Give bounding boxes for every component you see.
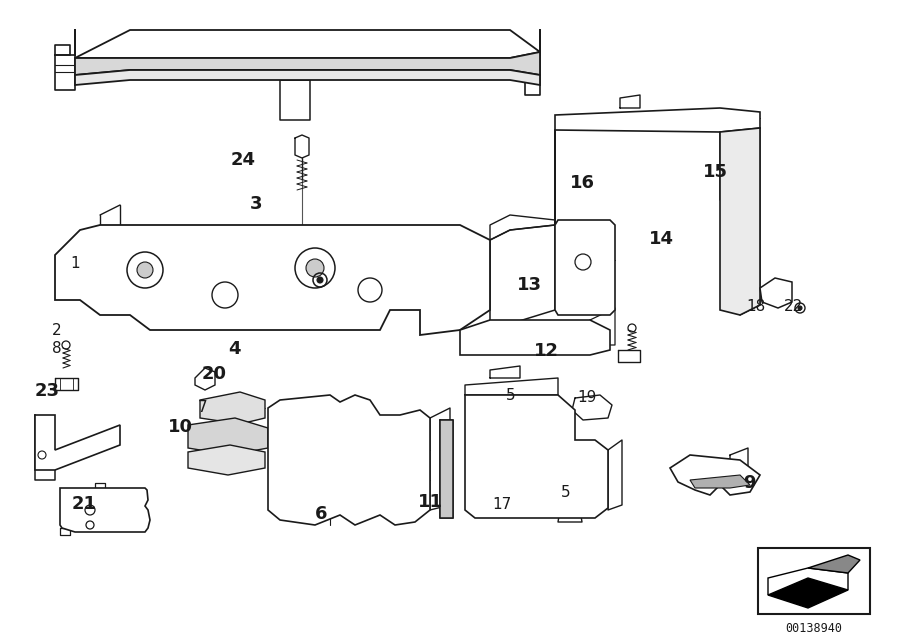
Text: 5: 5 bbox=[561, 485, 570, 501]
Text: 8: 8 bbox=[52, 341, 61, 356]
Bar bbox=[758, 548, 870, 614]
Text: 1: 1 bbox=[70, 256, 79, 272]
Polygon shape bbox=[195, 368, 215, 390]
Polygon shape bbox=[555, 220, 615, 315]
Bar bbox=[290, 455, 370, 500]
Text: 3: 3 bbox=[250, 195, 263, 212]
Text: 4: 4 bbox=[228, 340, 240, 357]
Polygon shape bbox=[670, 455, 760, 495]
Polygon shape bbox=[760, 278, 792, 308]
Text: 2: 2 bbox=[52, 323, 61, 338]
Polygon shape bbox=[75, 52, 540, 75]
Polygon shape bbox=[60, 488, 150, 532]
Text: 12: 12 bbox=[534, 342, 559, 360]
Text: 17: 17 bbox=[492, 497, 512, 512]
Text: 11: 11 bbox=[418, 494, 443, 511]
Text: 13: 13 bbox=[517, 276, 542, 294]
Polygon shape bbox=[465, 395, 608, 518]
Polygon shape bbox=[55, 225, 490, 335]
Bar bbox=[440, 420, 453, 518]
Text: 10: 10 bbox=[167, 418, 193, 436]
Text: 14: 14 bbox=[649, 230, 674, 247]
Text: 15: 15 bbox=[703, 163, 728, 181]
Polygon shape bbox=[768, 578, 848, 608]
Polygon shape bbox=[200, 392, 265, 424]
Text: 21: 21 bbox=[71, 495, 96, 513]
Text: 19: 19 bbox=[577, 390, 597, 405]
Text: 18: 18 bbox=[746, 299, 766, 314]
Circle shape bbox=[317, 277, 323, 283]
Polygon shape bbox=[720, 128, 760, 315]
Polygon shape bbox=[808, 555, 860, 573]
Polygon shape bbox=[460, 320, 610, 355]
Circle shape bbox=[137, 262, 153, 278]
Text: 6: 6 bbox=[315, 505, 328, 523]
Polygon shape bbox=[268, 395, 430, 525]
Polygon shape bbox=[188, 418, 268, 455]
Polygon shape bbox=[35, 415, 120, 470]
Polygon shape bbox=[768, 568, 848, 595]
Text: 24: 24 bbox=[230, 151, 256, 169]
Text: 9: 9 bbox=[743, 474, 756, 492]
Polygon shape bbox=[188, 445, 265, 475]
Circle shape bbox=[306, 259, 324, 277]
Polygon shape bbox=[75, 30, 540, 58]
Text: 7: 7 bbox=[198, 399, 207, 415]
Text: 22: 22 bbox=[784, 299, 804, 314]
Polygon shape bbox=[75, 70, 540, 85]
Text: 20: 20 bbox=[202, 365, 227, 383]
Polygon shape bbox=[555, 108, 760, 132]
Polygon shape bbox=[690, 475, 750, 488]
Text: 00138940: 00138940 bbox=[786, 621, 842, 635]
Text: 16: 16 bbox=[570, 174, 595, 192]
Text: 23: 23 bbox=[34, 382, 59, 400]
Circle shape bbox=[798, 306, 802, 310]
Text: 5: 5 bbox=[506, 388, 515, 403]
